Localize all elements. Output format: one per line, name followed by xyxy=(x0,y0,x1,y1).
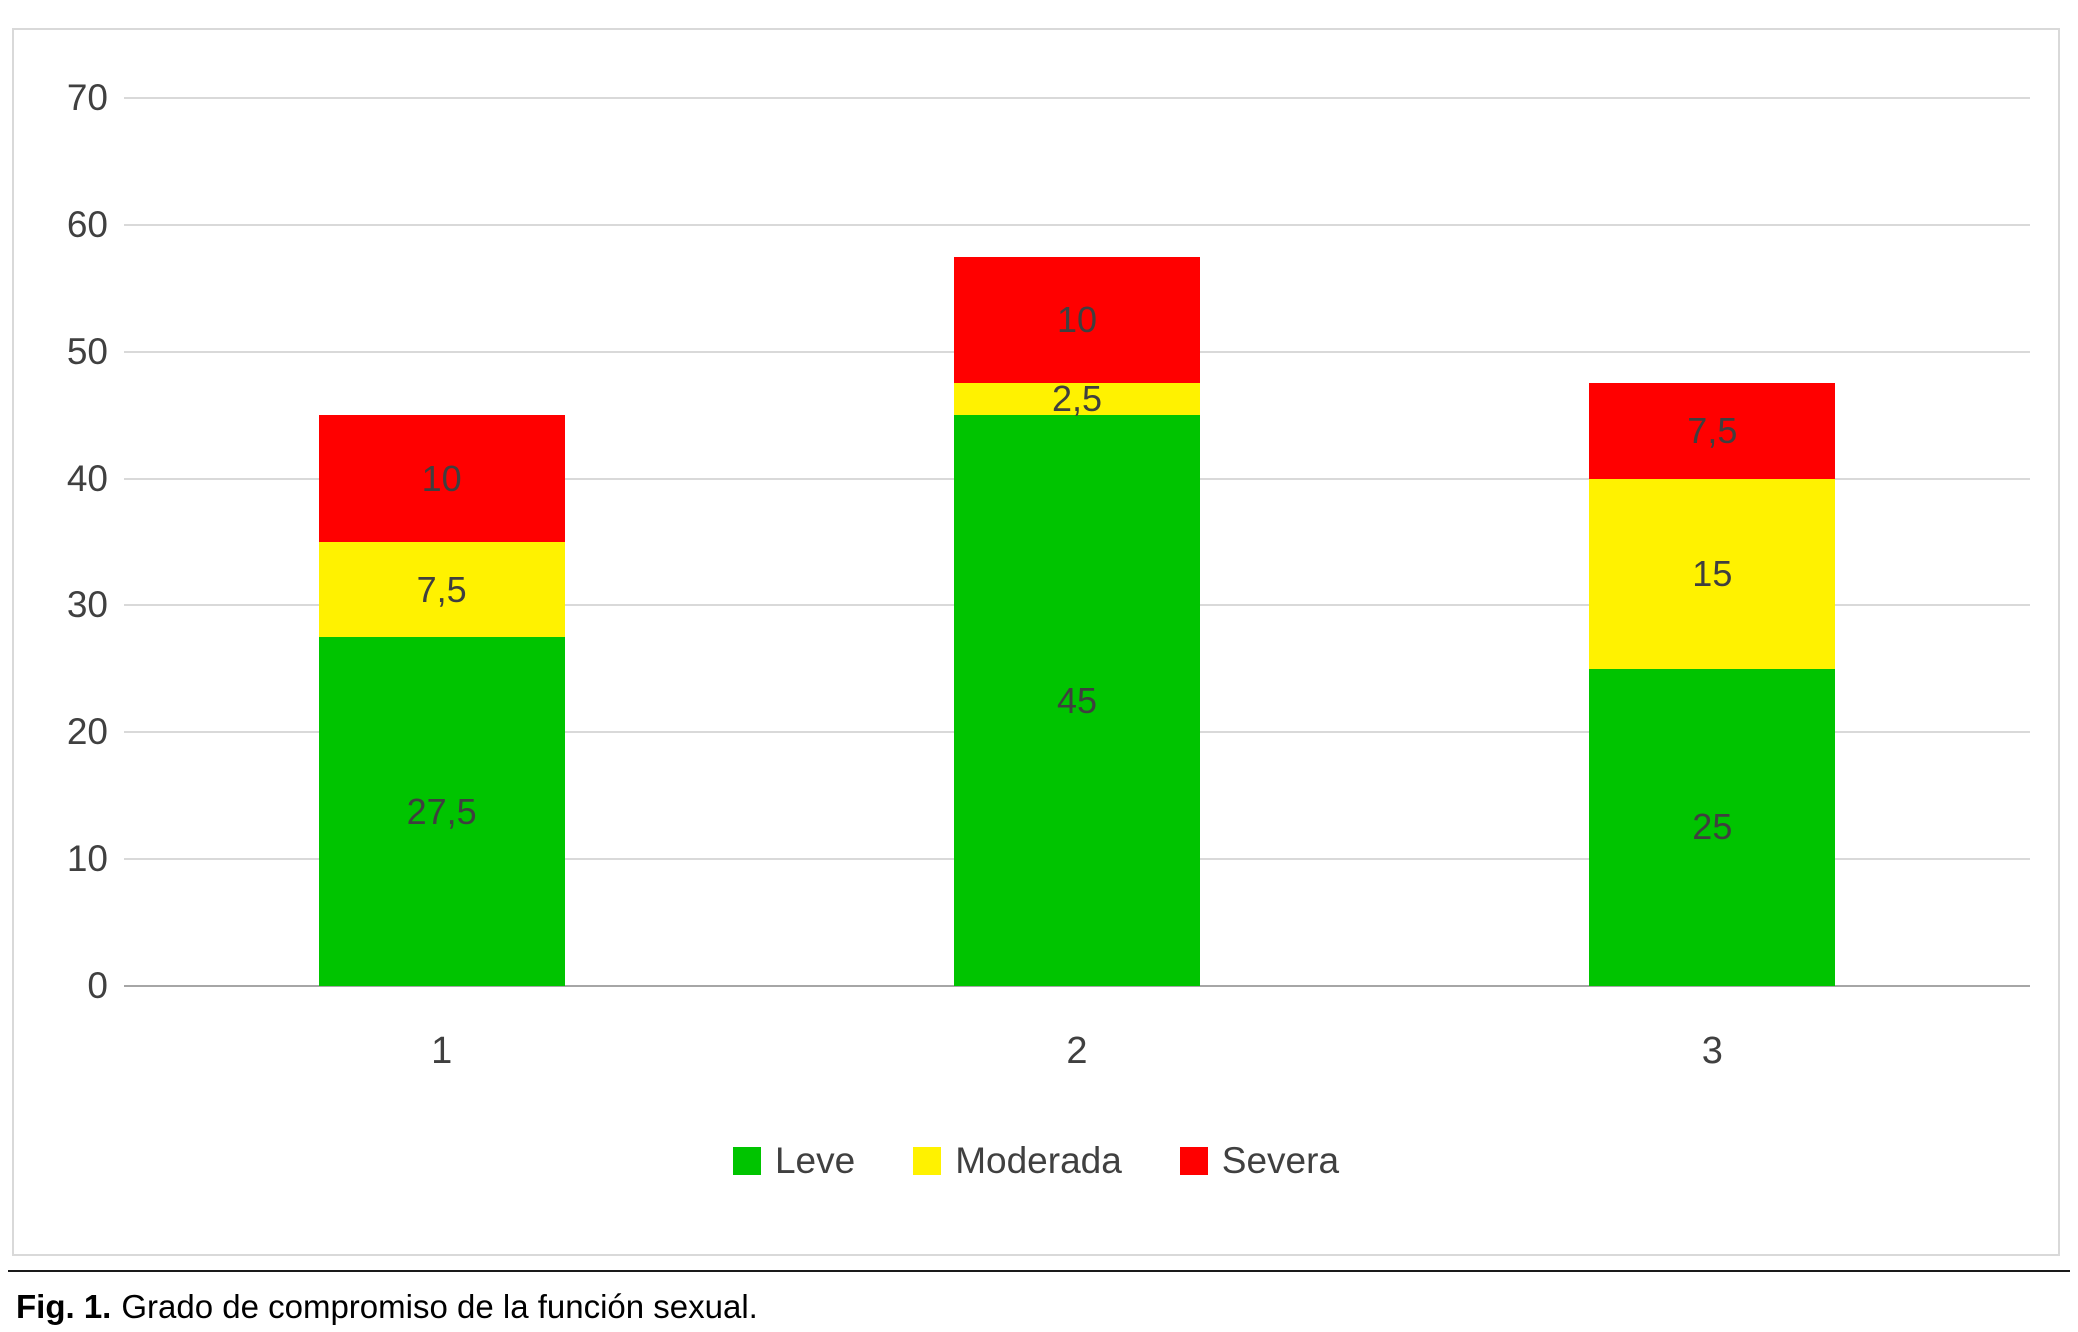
x-axis-line xyxy=(124,985,2030,987)
y-axis-tick-label: 50 xyxy=(66,330,108,372)
y-gridline xyxy=(124,97,2030,99)
legend-swatch xyxy=(1179,1147,1208,1175)
bar-segment-leve xyxy=(318,637,565,986)
category-label: 3 xyxy=(1701,1030,1723,1072)
y-axis-tick-label: 40 xyxy=(66,457,108,499)
data-label: 45 xyxy=(1056,679,1098,721)
caption-label: Fig. 1. xyxy=(16,1288,112,1325)
y-axis-tick-label: 0 xyxy=(87,965,108,1006)
legend-label: Severa xyxy=(1221,1140,1340,1181)
bar-segment-moderada xyxy=(318,542,565,638)
data-label: 25 xyxy=(1692,806,1733,848)
data-label: 10 xyxy=(1056,299,1098,340)
legend-swatch xyxy=(732,1147,761,1175)
data-label: 2,5 xyxy=(1051,378,1103,420)
category-label: 2 xyxy=(1066,1030,1088,1072)
chart-legend: Leve Moderada Severa xyxy=(14,1140,2058,1182)
legend-swatch xyxy=(913,1147,942,1175)
y-axis-tick-label: 60 xyxy=(66,203,108,245)
bar-segment-severa xyxy=(1589,383,1836,479)
data-label: 10 xyxy=(421,457,462,499)
bar-segment-severa xyxy=(954,256,1200,384)
legend-item-leve: Leve xyxy=(732,1140,856,1182)
caption-text: Grado de compromiso de la función sexual… xyxy=(121,1288,758,1325)
stacked-bar-chart: 0 10 20 30 40 50 60 70 27,5 7,5 10 1 45 2,5 10 2 25 15 7,5… xyxy=(12,28,2060,1256)
bar-segment-severa xyxy=(318,415,565,542)
y-axis-tick-label: 20 xyxy=(66,711,108,753)
bar-segment-moderada xyxy=(1589,478,1836,669)
bar-segment-leve xyxy=(1589,668,1836,986)
y-axis-tick-label: 30 xyxy=(66,584,108,626)
legend-item-moderada: Moderada xyxy=(913,1140,1122,1182)
figure-caption: Fig. 1. Grado de compromiso de la función… xyxy=(16,1288,758,1326)
category-label: 1 xyxy=(431,1030,453,1072)
legend-label: Moderada xyxy=(955,1140,1122,1181)
data-label: 15 xyxy=(1692,552,1733,594)
plot-area: 0 10 20 30 40 50 60 70 27,5 7,5 10 1 45 2,5 10 2 25 15 7,5… xyxy=(14,30,2058,1254)
legend-item-severa: Severa xyxy=(1179,1140,1340,1182)
caption-divider xyxy=(8,1270,2070,1272)
bar-segment-moderada xyxy=(954,383,1200,416)
y-axis-tick-label: 10 xyxy=(66,838,108,880)
data-label: 7,5 xyxy=(416,568,467,610)
y-gridline xyxy=(124,223,2030,226)
y-axis-tick-label: 70 xyxy=(66,77,108,118)
data-label: 7,5 xyxy=(1687,410,1738,451)
data-label: 27,5 xyxy=(406,790,477,832)
bar-segment-leve xyxy=(954,415,1200,986)
legend-label: Leve xyxy=(774,1140,856,1181)
